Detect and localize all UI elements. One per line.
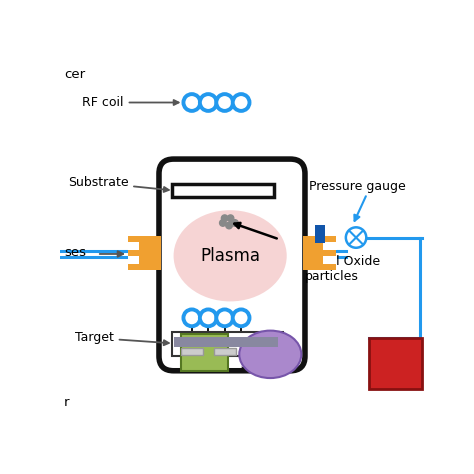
Circle shape — [200, 94, 217, 111]
Bar — [323, 256, 337, 264]
Text: r: r — [64, 396, 70, 409]
Text: RF
generator: RF generator — [239, 340, 301, 368]
Bar — [181, 348, 203, 355]
Text: Pum: Pum — [378, 356, 412, 371]
Circle shape — [232, 219, 238, 226]
Text: Pressure gauge: Pressure gauge — [309, 180, 405, 193]
Bar — [128, 242, 139, 250]
Bar — [315, 225, 326, 243]
Circle shape — [233, 310, 249, 326]
Circle shape — [216, 310, 233, 326]
Circle shape — [226, 222, 232, 229]
Bar — [323, 242, 337, 250]
Bar — [128, 236, 161, 270]
Circle shape — [219, 219, 226, 226]
Circle shape — [200, 310, 217, 326]
Circle shape — [183, 310, 200, 326]
Text: RF coil: RF coil — [82, 96, 179, 109]
Circle shape — [221, 215, 228, 221]
Circle shape — [346, 228, 366, 248]
Text: Target: Target — [75, 331, 169, 345]
Circle shape — [216, 94, 233, 111]
Circle shape — [227, 215, 234, 221]
Bar — [214, 348, 236, 355]
Circle shape — [183, 94, 200, 111]
Text: cer: cer — [64, 68, 85, 81]
Text: Metal Oxide
particles: Metal Oxide particles — [305, 255, 380, 283]
Circle shape — [233, 94, 249, 111]
Ellipse shape — [239, 331, 301, 378]
Text: Matching
box: Matching box — [176, 338, 233, 366]
Text: ses: ses — [64, 246, 86, 259]
Text: Substrate: Substrate — [68, 176, 169, 192]
FancyBboxPatch shape — [172, 183, 274, 197]
Bar — [303, 236, 336, 270]
Bar — [173, 337, 278, 347]
FancyBboxPatch shape — [181, 334, 228, 371]
Bar — [128, 256, 139, 264]
Text: Plasma: Plasma — [200, 247, 260, 265]
FancyBboxPatch shape — [172, 332, 283, 356]
FancyBboxPatch shape — [369, 338, 422, 389]
Ellipse shape — [173, 210, 287, 301]
